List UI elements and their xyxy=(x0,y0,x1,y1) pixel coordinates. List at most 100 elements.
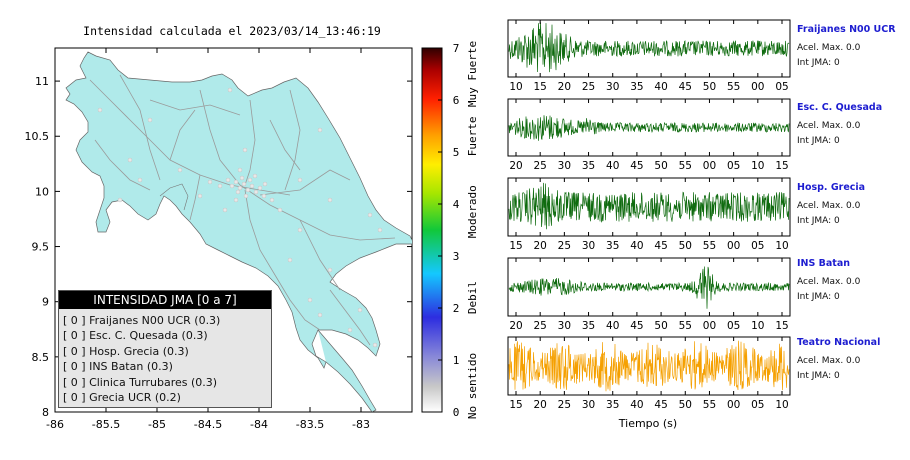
colorbar-tick-label: 4 xyxy=(453,198,460,211)
waveform-tick-label: 45 xyxy=(654,399,667,411)
costa-rica-landmass xyxy=(65,51,412,369)
waveform-tick-label: 20 xyxy=(533,240,546,252)
waveform-tick-label: 00 xyxy=(751,81,764,93)
waveform-tick-label: 25 xyxy=(582,81,595,93)
waveform-tick-label: 10 xyxy=(775,399,788,411)
waveform-trace xyxy=(508,182,790,230)
waveform-tick-label: 15 xyxy=(509,399,522,411)
waveform-tick-label: 40 xyxy=(630,240,643,252)
waveform-tick-label: 10 xyxy=(751,320,764,332)
waveform-panel: 20 25 30 35 40 45 50 55 00 05 10 15 xyxy=(507,98,791,172)
station-info: Teatro Nacional Acel. Max. 0.0 Int JMA: … xyxy=(797,337,880,381)
waveform-tick-label: 00 xyxy=(703,320,716,332)
waveform-tick-label: 30 xyxy=(582,240,595,252)
colorbar-category-label: Moderado xyxy=(466,185,479,238)
colorbar-tick-label: 5 xyxy=(453,146,460,159)
map-y-tick-label: 10.5 xyxy=(25,130,50,143)
station-acel: Acel. Max. 0.0 xyxy=(797,121,861,131)
intensity-row: [ 0 ] Hosp. Grecia (0.3) xyxy=(63,344,189,358)
waveform-tick-label: 20 xyxy=(558,81,571,93)
waveform-tick-label: 40 xyxy=(606,160,619,172)
station-name: INS Batan xyxy=(797,258,851,269)
waveform-tick-label: 55 xyxy=(727,81,740,93)
waveform-tick-label: 45 xyxy=(630,320,643,332)
waveform-tick-label: 00 xyxy=(703,160,716,172)
station-acel: Acel. Max. 0.0 xyxy=(797,43,861,53)
osa-peninsula xyxy=(317,329,377,412)
waveform-tick-label: 35 xyxy=(630,81,643,93)
station-int: Int JMA: 0 xyxy=(797,371,840,381)
waveform-tick-label: 10 xyxy=(509,81,522,93)
colorbar-tick-label: 6 xyxy=(453,94,460,107)
waveform-tick-label: 40 xyxy=(630,399,643,411)
colorbar-tick-label: 7 xyxy=(453,42,460,55)
station-acel: Acel. Max. 0.0 xyxy=(797,356,861,366)
waveform-tick-label: 15 xyxy=(775,320,788,332)
waveform-tick-label: 55 xyxy=(703,399,716,411)
waveform-panel: 15 20 25 30 35 40 45 50 55 00 05 10 xyxy=(507,177,791,252)
waveform-tick-label: 55 xyxy=(703,240,716,252)
station-info: Esc. C. Quesada Acel. Max. 0.0 Int JMA: … xyxy=(797,102,882,146)
waveform-tick-label: 05 xyxy=(727,320,740,332)
waveform-tick-label: 50 xyxy=(679,240,692,252)
colorbar-category-label: Muy Fuerte xyxy=(466,41,479,107)
station-dots xyxy=(97,87,383,348)
colorbar-category-labels: No sentido Debil Moderado Fuerte Muy Fuerte xyxy=(466,41,479,419)
road-network xyxy=(89,74,396,346)
station-int: Int JMA: 0 xyxy=(797,136,840,146)
colorbar-tick-label: 2 xyxy=(453,302,460,315)
intensity-row: [ 0 ] Esc. C. Quesada (0.3) xyxy=(63,329,208,343)
map-y-tick-label: 9.5 xyxy=(32,241,50,254)
waveform-tick-label: 15 xyxy=(775,160,788,172)
waveform-tick-label: 45 xyxy=(630,160,643,172)
station-name: Fraijanes N00 UCR xyxy=(797,24,896,35)
waveform-tick-label: 25 xyxy=(558,240,571,252)
station-int: Int JMA: 0 xyxy=(797,216,840,226)
intensity-row: [ 0 ] Fraijanes N00 UCR (0.3) xyxy=(63,314,221,327)
station-info: Fraijanes N00 UCR Acel. Max. 0.0 Int JMA… xyxy=(797,24,896,68)
station-info: Hosp. Grecia Acel. Max. 0.0 Int JMA: 0 xyxy=(797,182,865,226)
map-y-tick-label: 8 xyxy=(42,406,49,419)
colorbar xyxy=(421,47,443,413)
waveform-tick-label: 00 xyxy=(727,240,740,252)
map-y-tick-label: 11 xyxy=(35,75,49,88)
map-y-tick-label: 9 xyxy=(42,296,49,309)
waveform-tick-label: 55 xyxy=(679,320,692,332)
waveform-trace xyxy=(508,266,790,309)
colorbar-category-label: Debil xyxy=(466,281,479,314)
station-name: Hosp. Grecia xyxy=(797,182,866,193)
waveform-tick-label: 20 xyxy=(509,320,522,332)
station-info: INS Batan Acel. Max. 0.0 Int JMA: 0 xyxy=(797,258,860,302)
waveform-tick-label: 55 xyxy=(679,160,692,172)
waveform-tick-label: 30 xyxy=(582,399,595,411)
waveform-tick-label: 35 xyxy=(582,160,595,172)
map-x-tick-label: -85 xyxy=(148,418,166,431)
map-x-tick-label: -84 xyxy=(250,418,268,431)
station-acel: Acel. Max. 0.0 xyxy=(797,277,861,287)
intensity-row: [ 0 ] Clinica Turrubares (0.3) xyxy=(63,375,218,389)
station-int: Int JMA: 0 xyxy=(797,58,840,68)
colorbar-ticks: 0 1 2 3 4 5 6 7 xyxy=(438,42,460,419)
waveform-tick-label: 05 xyxy=(727,160,740,172)
waveform-tick-label: 25 xyxy=(558,399,571,411)
waveform-trace xyxy=(508,340,790,392)
station-acel: Acel. Max. 0.0 xyxy=(797,201,861,211)
waveform-tick-label: 50 xyxy=(703,81,716,93)
waveform-tick-label: 40 xyxy=(606,320,619,332)
map-x-tick-label: -86 xyxy=(46,418,64,431)
map-y-tick-label: 10 xyxy=(35,185,49,198)
intensity-row: [ 0 ] INS Batan (0.3) xyxy=(63,360,173,374)
waveform-tick-label: 35 xyxy=(582,320,595,332)
map-x-tick-label: -83 xyxy=(352,418,370,431)
waveform-tick-label: 10 xyxy=(775,240,788,252)
waveform-tick-label: 15 xyxy=(509,240,522,252)
waveform-tick-label: 05 xyxy=(751,240,764,252)
waveform-tick-label: 50 xyxy=(679,399,692,411)
nicoya-gulf-coast xyxy=(159,183,189,211)
waveform-tick-label: 35 xyxy=(606,399,619,411)
waveform-tick-label: 05 xyxy=(751,399,764,411)
waveform-tick-label: 40 xyxy=(654,81,667,93)
map-y-tick-label: 8.5 xyxy=(32,351,50,364)
waveform-tick-label: 10 xyxy=(751,160,764,172)
